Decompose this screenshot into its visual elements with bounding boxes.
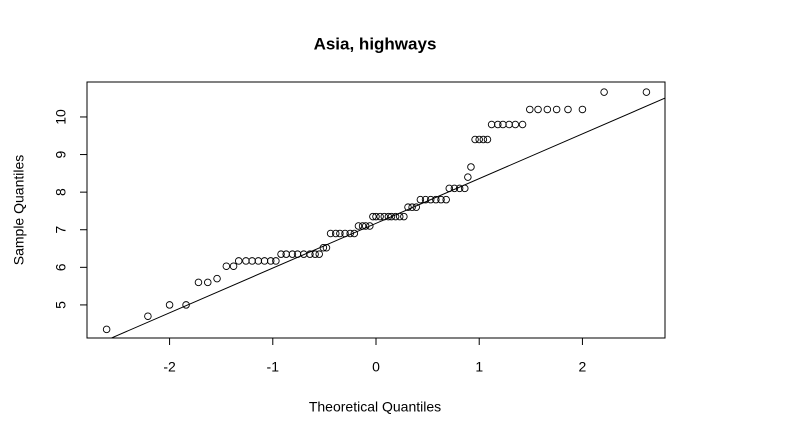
point bbox=[426, 195, 435, 204]
point bbox=[455, 184, 464, 193]
point bbox=[552, 105, 561, 114]
y-tick-label: 10 bbox=[53, 109, 69, 125]
point bbox=[366, 222, 374, 230]
point bbox=[248, 257, 256, 265]
point bbox=[564, 105, 572, 114]
point bbox=[483, 135, 492, 144]
point bbox=[336, 229, 344, 238]
point bbox=[376, 212, 384, 221]
point bbox=[380, 212, 389, 221]
point bbox=[445, 184, 454, 193]
x-tick-label: -1 bbox=[267, 359, 280, 375]
point bbox=[464, 173, 472, 181]
point bbox=[543, 105, 552, 114]
point bbox=[213, 274, 221, 283]
point bbox=[467, 163, 475, 171]
point bbox=[391, 212, 400, 221]
point bbox=[471, 135, 479, 144]
point bbox=[144, 312, 152, 320]
point bbox=[242, 257, 250, 265]
point bbox=[341, 229, 349, 238]
point bbox=[272, 257, 280, 265]
y-tick-label: 9 bbox=[53, 150, 69, 158]
point bbox=[437, 195, 445, 204]
point bbox=[372, 212, 380, 221]
plot-frame bbox=[86, 81, 666, 339]
point bbox=[346, 229, 354, 238]
y-axis-label: Sample Quantiles bbox=[11, 155, 27, 266]
point bbox=[412, 203, 421, 211]
point bbox=[102, 325, 111, 334]
point bbox=[165, 301, 174, 309]
point bbox=[432, 195, 440, 204]
x-tick-label: -2 bbox=[163, 359, 176, 375]
point bbox=[526, 105, 534, 114]
point bbox=[369, 212, 377, 221]
point bbox=[322, 244, 331, 252]
point bbox=[404, 203, 412, 211]
y-tick-label: 8 bbox=[53, 188, 69, 196]
point bbox=[326, 229, 335, 238]
point bbox=[229, 262, 238, 270]
point bbox=[354, 222, 363, 230]
point bbox=[450, 184, 459, 193]
y-tick-label: 6 bbox=[53, 263, 69, 271]
y-tick-label: 5 bbox=[53, 301, 69, 309]
point bbox=[408, 203, 416, 211]
point bbox=[311, 250, 319, 258]
point bbox=[416, 195, 425, 204]
point bbox=[461, 184, 469, 193]
point bbox=[442, 195, 450, 204]
x-axis-label: Theoretical Quantiles bbox=[309, 399, 441, 415]
point bbox=[511, 120, 520, 129]
y-tick-label: 7 bbox=[53, 226, 69, 234]
point bbox=[204, 278, 212, 287]
point bbox=[475, 135, 483, 144]
qq-line bbox=[110, 97, 665, 338]
point bbox=[494, 120, 502, 129]
point bbox=[642, 88, 651, 96]
point bbox=[479, 135, 488, 144]
point bbox=[194, 278, 203, 287]
point bbox=[306, 250, 314, 258]
point bbox=[534, 105, 542, 114]
point bbox=[182, 301, 190, 309]
point bbox=[277, 250, 285, 258]
point bbox=[288, 250, 297, 258]
point bbox=[384, 212, 393, 221]
point bbox=[487, 120, 496, 129]
point bbox=[400, 212, 408, 221]
point bbox=[266, 257, 275, 265]
point bbox=[387, 212, 396, 221]
point bbox=[331, 229, 340, 238]
point bbox=[350, 229, 359, 238]
point bbox=[600, 88, 608, 96]
chart-title: Asia, highways bbox=[314, 34, 437, 53]
x-tick-label: 2 bbox=[579, 359, 587, 375]
point bbox=[319, 244, 328, 252]
point bbox=[254, 257, 263, 265]
x-tick-label: 0 bbox=[372, 359, 380, 375]
point bbox=[395, 212, 404, 221]
point bbox=[222, 262, 231, 270]
point bbox=[260, 257, 269, 265]
point bbox=[518, 120, 527, 129]
point bbox=[361, 222, 370, 230]
point bbox=[421, 195, 430, 204]
point bbox=[358, 222, 367, 230]
point bbox=[578, 105, 587, 114]
point bbox=[505, 120, 513, 129]
point bbox=[315, 250, 323, 258]
x-tick-label: 1 bbox=[475, 359, 483, 375]
point bbox=[234, 257, 243, 265]
